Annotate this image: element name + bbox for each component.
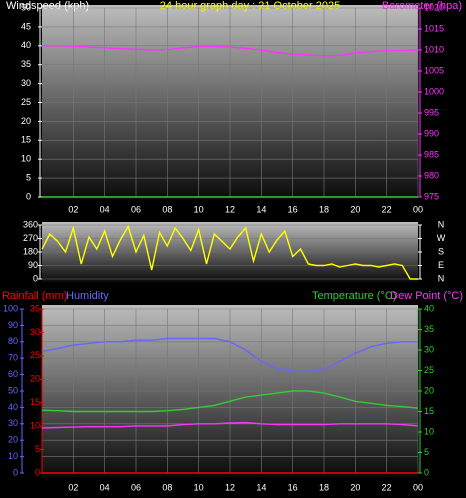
- y2-tick-label: 10: [424, 426, 434, 436]
- x-tick-label: 20: [350, 482, 360, 492]
- y2-tick-label: 990: [424, 128, 439, 138]
- y2-tick-label: E: [438, 260, 444, 270]
- y-tick-label: 20: [8, 435, 18, 445]
- y-tick-label: 80: [8, 336, 18, 346]
- x-tick-label: 16: [288, 204, 298, 214]
- y-tick-label: 90: [28, 260, 38, 270]
- x-tick-label: 08: [162, 204, 172, 214]
- y-tick-label: 25: [21, 97, 31, 107]
- y3-tick-label: 35: [30, 303, 40, 313]
- y-tick-label: 70: [8, 353, 18, 363]
- x-tick-label: 14: [256, 204, 266, 214]
- x-tick-label: 04: [100, 204, 110, 214]
- x-tick-label: 10: [194, 482, 204, 492]
- y2-tick-label: 0: [424, 467, 429, 477]
- y2-tick-label: 15: [424, 406, 434, 416]
- y-tick-label: 10: [8, 451, 18, 461]
- y-tick-label: 30: [8, 418, 18, 428]
- y3-tick-label: 15: [30, 397, 40, 407]
- y-tick-label: 5: [26, 172, 31, 182]
- y-tick-label: 15: [21, 135, 31, 145]
- y3-tick-label: 20: [30, 374, 40, 384]
- y2-tick-label: 995: [424, 107, 439, 117]
- y2-tick-label: 1020: [424, 2, 444, 12]
- x-tick-label: 06: [131, 204, 141, 214]
- y-tick-label: 35: [21, 59, 31, 69]
- y-tick-label: 50: [8, 385, 18, 395]
- series-line: [42, 45, 419, 57]
- y2-tick-label: 1015: [424, 23, 444, 33]
- x-tick-label: 00: [413, 482, 423, 492]
- legend-entry: Dew Point (°C): [390, 290, 463, 302]
- y2-tick-label: 25: [424, 365, 434, 375]
- y3-tick-label: 5: [35, 444, 40, 454]
- y2-tick-label: 1005: [424, 65, 444, 75]
- y-tick-label: 40: [8, 402, 18, 412]
- chart-title: 24 hour graph day : 21 October 2025: [160, 0, 340, 12]
- y-tick-label: 60: [8, 369, 18, 379]
- y-tick-label: 0: [13, 467, 18, 477]
- y2-tick-label: 5: [424, 447, 429, 457]
- y-tick-label: 10: [21, 154, 31, 164]
- y-tick-label: 270: [23, 233, 38, 243]
- series-line: [41, 337, 418, 372]
- x-tick-label: 00: [413, 204, 423, 214]
- y-tick-label: 0: [33, 273, 38, 283]
- x-tick-label: 02: [68, 204, 78, 214]
- y3-tick-label: 25: [30, 350, 40, 360]
- x-tick-label: 10: [194, 204, 204, 214]
- y2-tick-label: 20: [424, 385, 434, 395]
- y-tick-label: 360: [23, 219, 38, 229]
- y2-axis-label: Barometer (hpa): [382, 0, 462, 12]
- y2-tick-label: N: [438, 219, 445, 229]
- y3-tick-label: 30: [30, 327, 40, 337]
- y2-tick-label: N: [438, 273, 445, 283]
- y-tick-label: 90: [8, 320, 18, 330]
- y-tick-label: 100: [3, 303, 18, 313]
- y2-tick-label: 40: [424, 303, 434, 313]
- y-tick-label: 30: [21, 78, 31, 88]
- y2-tick-label: 30: [424, 344, 434, 354]
- y2-tick-label: 985: [424, 149, 439, 159]
- y-tick-label: 50: [21, 2, 31, 12]
- y-tick-label: 20: [21, 116, 31, 126]
- y-axis-label: Windspeed (kph): [6, 0, 89, 12]
- x-tick-label: 18: [319, 204, 329, 214]
- y-tick-label: 0: [26, 191, 31, 201]
- x-tick-label: 06: [131, 482, 141, 492]
- legend-entry: Temperature (°C): [312, 290, 396, 302]
- series-line: [41, 224, 418, 280]
- series-line: [41, 421, 419, 429]
- x-tick-label: 20: [350, 204, 360, 214]
- x-tick-label: 08: [162, 482, 172, 492]
- x-tick-label: 12: [225, 204, 235, 214]
- y2-tick-label: 1010: [424, 44, 444, 54]
- x-tick-label: 14: [256, 482, 266, 492]
- y3-tick-label: 10: [30, 421, 40, 431]
- x-tick-label: 12: [225, 482, 235, 492]
- y-tick-label: 40: [21, 40, 31, 50]
- x-tick-label: 22: [382, 204, 392, 214]
- y3-tick-label: 0: [35, 467, 40, 477]
- x-tick-label: 04: [100, 482, 110, 492]
- y2-tick-label: 975: [424, 191, 439, 201]
- y2-tick-label: S: [438, 246, 444, 256]
- y-tick-label: 45: [21, 21, 31, 31]
- y-tick-label: 180: [23, 246, 38, 256]
- y2-tick-label: 1000: [424, 86, 444, 96]
- y2-tick-label: 980: [424, 170, 439, 180]
- series-line: [41, 390, 419, 413]
- x-tick-label: 02: [68, 482, 78, 492]
- y2-tick-label: 35: [424, 324, 434, 334]
- x-tick-label: 22: [382, 482, 392, 492]
- x-tick-label: 18: [319, 482, 329, 492]
- x-tick-label: 16: [288, 482, 298, 492]
- y2-tick-label: W: [437, 233, 446, 243]
- legend-entry: Rainfall (mm): [2, 290, 67, 302]
- legend-entry: Humidity: [66, 290, 109, 302]
